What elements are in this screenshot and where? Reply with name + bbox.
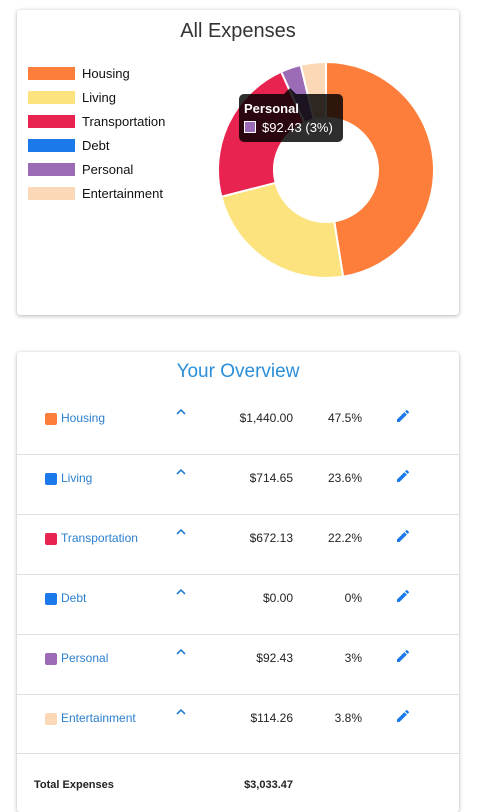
tooltip-title: Personal — [244, 101, 299, 116]
donut-chart[interactable] — [209, 53, 443, 287]
chart-legend: Housing Living Transportation Debt Perso… — [28, 61, 165, 205]
overview-title: Your Overview — [176, 361, 300, 382]
category-amount: $672.13 — [249, 531, 293, 545]
category-color-dot — [45, 653, 57, 665]
legend-swatch — [28, 186, 75, 200]
tooltip-value: $92.43 (3%) — [262, 120, 333, 135]
overview-row-transportation: Transportation $672.13 22.2% — [17, 514, 459, 575]
pencil-icon[interactable] — [395, 648, 411, 664]
category-color-dot — [45, 413, 57, 425]
chart-title: All Expenses — [180, 20, 296, 42]
pencil-icon[interactable] — [395, 708, 411, 724]
tooltip-swatch — [244, 121, 256, 133]
expenses-chart-card: All Expenses Housing Living Transportati… — [17, 10, 459, 315]
legend-label: Entertainment — [82, 185, 163, 201]
tooltip-arrow — [284, 88, 296, 94]
category-amount: $1,440.00 — [239, 411, 293, 425]
legend-swatch — [28, 66, 75, 80]
category-name[interactable]: Entertainment — [61, 711, 136, 725]
legend-item-transportation[interactable]: Transportation — [28, 109, 165, 133]
overview-row-housing: Housing $1,440.00 47.5% — [17, 394, 459, 455]
legend-label: Living — [82, 89, 116, 105]
chart-tooltip: Personal $92.43 (3%) — [239, 88, 343, 142]
pencil-icon[interactable] — [395, 528, 411, 544]
category-color-dot — [45, 533, 57, 545]
category-amount: $714.65 — [249, 471, 293, 485]
donut-slice-living[interactable] — [220, 181, 345, 279]
legend-item-entertainment[interactable]: Entertainment — [28, 181, 165, 205]
overview-row-living: Living $714.65 23.6% — [17, 454, 459, 515]
category-percent: 23.6% — [327, 471, 362, 485]
pencil-icon[interactable] — [395, 588, 411, 604]
legend-label: Personal — [82, 161, 134, 177]
overview-row-personal: Personal $92.43 3% — [17, 634, 459, 695]
category-amount: $92.43 — [256, 651, 293, 665]
legend-label: Housing — [82, 65, 130, 81]
chevron-up-icon[interactable] — [174, 587, 188, 597]
chevron-up-icon[interactable] — [174, 527, 188, 537]
pencil-icon[interactable] — [395, 408, 411, 424]
category-color-dot — [45, 473, 57, 485]
category-percent: 47.5% — [327, 411, 362, 425]
total-value: $3,033.47 — [244, 779, 293, 791]
category-percent: 22.2% — [327, 531, 362, 545]
legend-swatch — [28, 114, 75, 128]
legend-item-debt[interactable]: Debt — [28, 133, 165, 157]
category-amount: $0.00 — [262, 591, 293, 605]
pencil-icon[interactable] — [395, 468, 411, 484]
chevron-up-icon[interactable] — [174, 467, 188, 477]
category-percent: 3.8% — [334, 711, 362, 725]
total-expenses-row: Total Expenses $3,033.47 — [17, 753, 459, 812]
category-name[interactable]: Personal — [61, 651, 109, 665]
category-amount: $114.26 — [250, 711, 294, 725]
category-percent: 3% — [344, 651, 362, 665]
chevron-up-icon[interactable] — [174, 647, 188, 657]
overview-row-debt: Debt $0.00 0% — [17, 574, 459, 635]
category-name[interactable]: Transportation — [61, 531, 138, 545]
category-percent: 0% — [344, 591, 362, 605]
legend-swatch — [28, 90, 75, 104]
legend-item-personal[interactable]: Personal — [28, 157, 165, 181]
donut-slice-housing[interactable] — [325, 60, 436, 278]
category-name[interactable]: Debt — [61, 591, 87, 605]
overview-row-entertainment: Entertainment $114.26 3.8% — [17, 694, 459, 755]
legend-label: Debt — [82, 137, 110, 153]
category-color-dot — [45, 593, 57, 605]
category-name[interactable]: Housing — [61, 411, 106, 425]
overview-card: Your Overview Housing $1,440.00 47.5% Li… — [17, 352, 459, 812]
chevron-up-icon[interactable] — [174, 407, 188, 417]
legend-swatch — [28, 162, 75, 176]
total-label: Total Expenses — [34, 779, 114, 791]
category-name[interactable]: Living — [61, 471, 93, 485]
category-color-dot — [45, 713, 57, 725]
legend-label: Transportation — [82, 113, 166, 129]
chevron-up-icon[interactable] — [174, 707, 188, 717]
legend-swatch — [28, 138, 75, 152]
legend-item-living[interactable]: Living — [28, 85, 165, 109]
legend-item-housing[interactable]: Housing — [28, 61, 165, 85]
